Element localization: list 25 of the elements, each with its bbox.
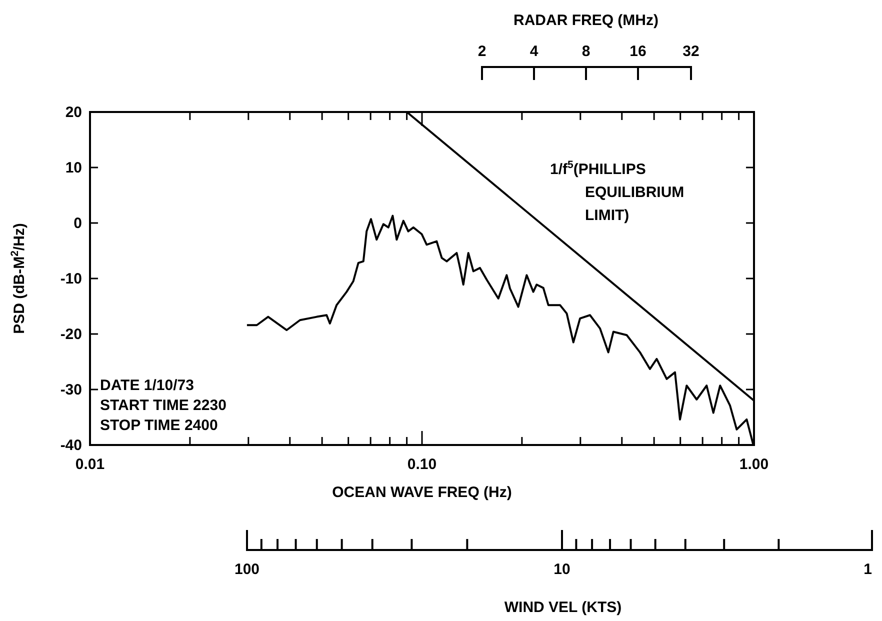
text: 32 xyxy=(682,43,700,60)
x-axis-title: OCEAN WAVE FREQ (Hz) xyxy=(332,484,512,501)
y-tick-label: -20 xyxy=(60,326,82,343)
text: WIND VEL (KTS) xyxy=(504,599,622,616)
text: 100 xyxy=(234,561,260,578)
annotation: DATE 1/10/73 xyxy=(100,377,194,394)
x-tick-label: 0.10 xyxy=(407,456,437,473)
x-tick-label: 0.01 xyxy=(75,456,105,473)
y-tick-label: 20 xyxy=(65,104,82,121)
y-tick-label: -30 xyxy=(60,382,82,398)
text: 10 xyxy=(554,561,570,578)
text: 16 xyxy=(630,43,646,60)
y-tick-label: -40 xyxy=(60,437,82,454)
y-tick-label: 0 xyxy=(74,215,82,232)
text: 8 xyxy=(582,43,590,60)
x-tick-label: 1.00 xyxy=(739,456,769,473)
annotation: START TIME 2230 xyxy=(100,397,226,414)
y-tick-label: -10 xyxy=(60,270,82,288)
y-tick-label: 10 xyxy=(65,160,82,176)
series-label: 1/f$^{5}$(PHILLIPS EQUILIBRIUM LIMIT) xyxy=(550,159,684,224)
text: 2 xyxy=(478,43,486,60)
annotation: STOP TIME 2400 xyxy=(100,417,218,434)
text: 4 xyxy=(530,43,539,60)
text: 1 xyxy=(864,561,872,578)
text: RADAR FREQ (MHz) xyxy=(514,12,658,29)
